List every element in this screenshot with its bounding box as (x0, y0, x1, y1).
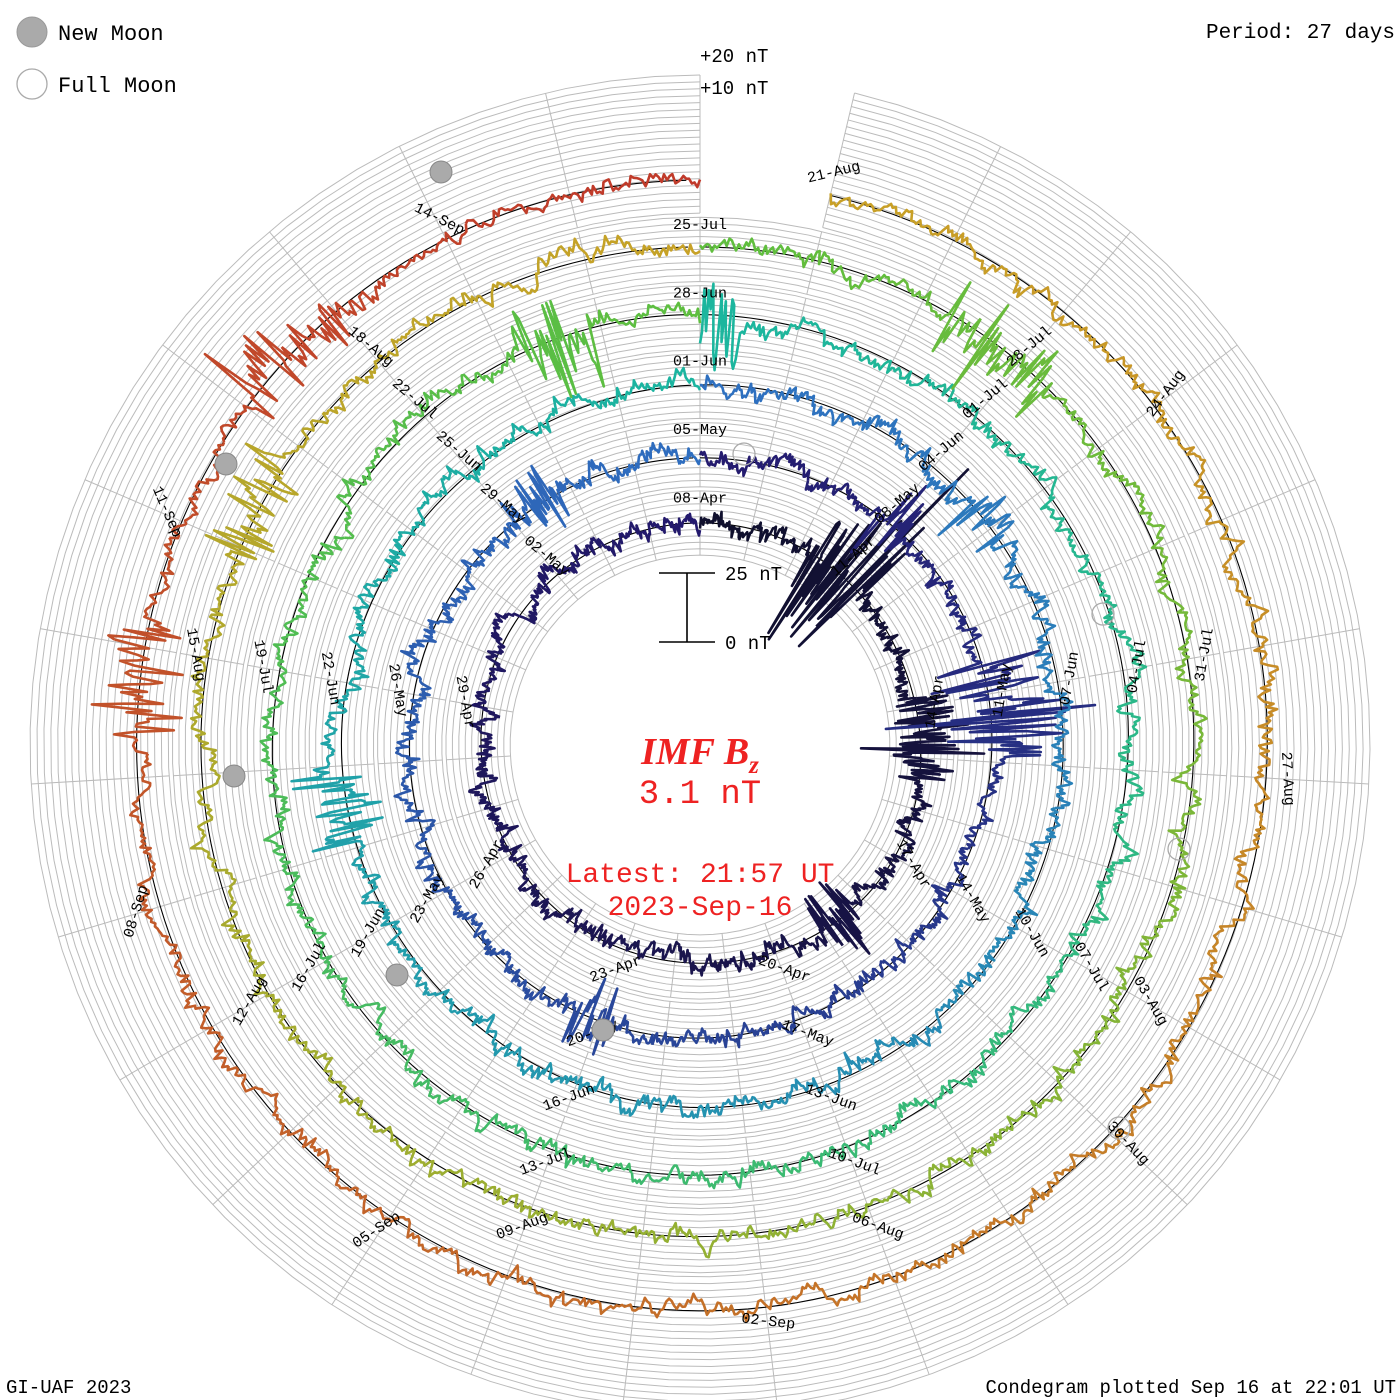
svg-text:25-Jun: 25-Jun (432, 428, 484, 476)
svg-text:Period: 27 days: Period: 27 days (1206, 22, 1395, 45)
svg-text:14-Sep: 14-Sep (411, 200, 467, 239)
svg-text:Latest: 21:57 UT: Latest: 21:57 UT (566, 860, 835, 891)
svg-text:2023-Sep-16: 2023-Sep-16 (608, 893, 793, 924)
svg-text:IMF Bz: IMF Bz (640, 731, 759, 779)
svg-text:27-Aug: 27-Aug (1277, 751, 1297, 806)
svg-text:GI-UAF 2023: GI-UAF 2023 (6, 1377, 131, 1399)
svg-text:01-Jun: 01-Jun (673, 354, 727, 371)
svg-text:New Moon: New Moon (58, 22, 164, 47)
svg-text:18-Aug: 18-Aug (344, 323, 396, 371)
svg-text:Condegram plotted Sep 16 at 22: Condegram plotted Sep 16 at 22:01 UT (986, 1377, 1396, 1399)
svg-text:02-May: 02-May (520, 533, 572, 581)
svg-text:25 nT: 25 nT (725, 564, 782, 586)
svg-text:05-May: 05-May (673, 422, 727, 439)
svg-text:28-Jun: 28-Jun (673, 285, 727, 302)
svg-text:+20 nT: +20 nT (700, 46, 768, 68)
svg-text:21-Aug: 21-Aug (806, 158, 862, 187)
svg-text:08-Apr: 08-Apr (673, 490, 727, 507)
svg-text:25-Jul: 25-Jul (673, 217, 727, 234)
svg-text:+10 nT: +10 nT (700, 78, 768, 100)
svg-text:Full Moon: Full Moon (58, 74, 177, 99)
svg-text:0 nT: 0 nT (725, 633, 771, 655)
svg-text:3.1 nT: 3.1 nT (639, 776, 761, 814)
svg-text:01-Jul: 01-Jul (959, 375, 1011, 423)
svg-text:24-Aug: 24-Aug (1143, 367, 1189, 420)
